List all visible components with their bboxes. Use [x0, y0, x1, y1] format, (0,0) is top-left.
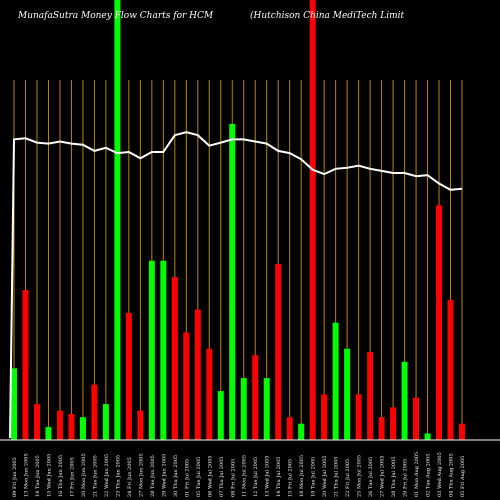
money-flow-bar [252, 355, 259, 440]
money-flow-bar [102, 404, 109, 440]
chart-title: MunafaSutra Money Flow Charts for HCM [18, 11, 214, 21]
money-flow-bar [114, 0, 121, 440]
money-flow-bar [22, 290, 29, 440]
x-axis-label: 05 Fri Aug 2005 [460, 456, 466, 497]
x-axis-label: 30 Thu Jun 2005 [173, 455, 179, 497]
x-axis-label: 28 Thu Jul 2005 [391, 457, 397, 497]
x-axis-label: 03 Wed Aug 2005 [437, 452, 443, 497]
money-flow-bar [436, 205, 443, 440]
price-line [9, 131, 463, 439]
x-axis-label: 24 Fri Jun 2005 [127, 457, 133, 497]
money-flow-bar [309, 0, 316, 440]
money-flow-bar [194, 309, 201, 440]
money-flow-bar [171, 277, 178, 440]
money-flow-bar [286, 417, 293, 440]
money-flow-bar [321, 394, 328, 440]
money-flow-bar [367, 352, 374, 440]
x-axis-label: 08 Fri Jul 2005 [230, 459, 236, 497]
money-flow-bar [68, 413, 75, 440]
x-axis-label: 28 Tue Jun 2005 [150, 455, 156, 497]
x-axis-label: 01 Mon Aug 2005 [414, 452, 420, 497]
x-axis-label: 29 Fri Jul 2005 [403, 459, 409, 497]
x-axis-label: 27 Wed Jul 2005 [380, 455, 386, 497]
x-axis-label: 25 Mon Jul 2005 [357, 455, 363, 497]
x-axis-label: 13 Mon Jun 2005 [23, 453, 29, 497]
x-axis-label: 21 Tue Jun 2005 [92, 455, 98, 497]
money-flow-bar [413, 397, 420, 440]
x-axis-label: 19 Tue Jul 2005 [311, 457, 317, 497]
money-flow-bar [378, 417, 385, 440]
x-axis-label: 15 Fri Jul 2005 [288, 459, 294, 497]
money-flow-bar [298, 423, 305, 440]
money-flow-bar [91, 384, 98, 440]
x-axis-label: 01 Fri Jul 2005 [184, 459, 190, 497]
x-axis-label: 02 Tue Aug 2005 [426, 454, 432, 497]
x-axis-label: 05 Tue Jul 2005 [196, 457, 202, 497]
money-flow-bar [459, 423, 465, 440]
money-flow-bar [217, 391, 224, 440]
money-flow-bar [148, 260, 155, 440]
money-flow-bar [332, 322, 339, 440]
x-axis-label: 23 Thu Jun 2005 [115, 455, 121, 497]
x-axis-label: 27 Mon Jun 2005 [138, 453, 144, 497]
money-flow-bar [137, 410, 144, 440]
money-flow-bar [56, 410, 63, 440]
x-axis-label: 21 Thu Jul 2005 [334, 457, 340, 497]
money-flow-bar [275, 264, 282, 440]
money-flow-bars [11, 0, 465, 440]
x-axis-label: 20 Wed Jul 2005 [322, 455, 328, 497]
money-flow-bar [355, 394, 362, 440]
x-axis-label: 22 Wed Jun 2005 [104, 454, 110, 497]
x-axis-label: 29 Wed Jun 2005 [161, 454, 167, 497]
x-axis-label: 12 Tue Jul 2005 [253, 457, 259, 497]
vertical-grid-lines [13, 80, 463, 440]
x-axis-label: 26 Tue Jul 2005 [368, 457, 374, 497]
x-axis-label: 18 Mon Jul 2005 [299, 455, 305, 497]
x-axis-label: 20 Mon Jun 2005 [81, 453, 87, 497]
money-flow-bar [447, 299, 454, 440]
x-axis-label: 15 Wed Jun 2005 [46, 454, 52, 497]
money-flow-bar [45, 426, 52, 440]
x-axis-label: 14 Thu Jul 2005 [276, 457, 282, 497]
x-axis-label: 14 Tue Jun 2005 [35, 455, 41, 497]
x-axis-label: 06 Wed Jul 2005 [207, 455, 213, 497]
x-axis-label: 22 Fri Jul 2005 [345, 459, 351, 497]
money-flow-bar [160, 260, 167, 440]
company-name: (Hutchison China MediTech Limit [250, 11, 405, 21]
x-axis-labels: 09 Fri Jun 2005 13 Mon Jun 2005 14 Tue Jun… [12, 452, 466, 497]
money-flow-bar [11, 368, 17, 440]
money-flow-bar [344, 348, 351, 440]
money-flow-bar [33, 404, 40, 440]
x-axis-label: 04 Thu Aug 2005 [449, 453, 455, 497]
money-flow-bar [206, 348, 213, 440]
x-axis-label: 16 Thu Jun 2005 [58, 455, 64, 497]
x-axis-label: 07 Thu Jul 2005 [219, 457, 225, 497]
money-flow-bar [240, 378, 247, 440]
x-axis-label: 11 Mon Jul 2005 [242, 455, 248, 497]
money-flow-bar [229, 123, 236, 440]
money-flow-bar [263, 378, 270, 440]
x-axis-label: 13 Wed Jul 2005 [265, 455, 271, 497]
money-flow-bar [390, 407, 397, 440]
x-axis-label: 17 Fri Jun 2005 [69, 457, 75, 497]
money-flow-bar [125, 312, 132, 440]
money-flow-bar [424, 433, 431, 440]
x-axis-label: 09 Fri Jun 2005 [12, 457, 18, 497]
money-flow-bar [401, 361, 408, 440]
money-flow-bar [79, 417, 86, 440]
money-flow-bar [183, 332, 190, 440]
